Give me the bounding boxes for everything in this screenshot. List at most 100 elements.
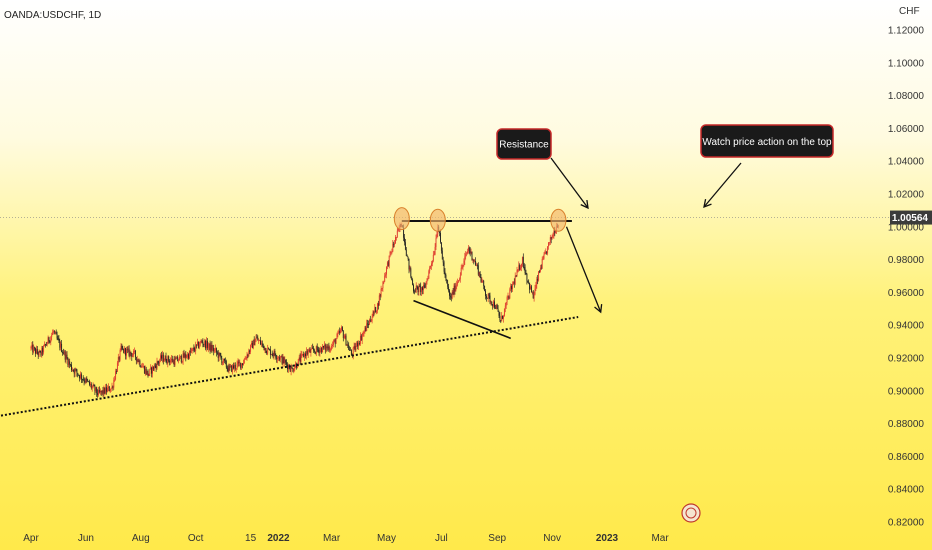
- resistance-arrow-head: [580, 199, 589, 210]
- resistance-arrow: [550, 157, 589, 210]
- candle-body: [381, 288, 383, 289]
- candle-body: [198, 345, 200, 348]
- candle-body: [247, 354, 249, 356]
- candle-body: [484, 285, 486, 291]
- candle-body: [302, 354, 304, 355]
- candle-body: [203, 344, 205, 346]
- candle-body: [481, 281, 483, 283]
- candle-body: [151, 367, 153, 374]
- candle-body: [311, 347, 313, 350]
- candle-body: [120, 345, 122, 351]
- candle-body: [342, 330, 344, 338]
- candle-body: [498, 311, 500, 316]
- candle-body: [77, 372, 79, 375]
- candle-body: [40, 352, 42, 355]
- candle-body: [476, 264, 477, 266]
- candle-body: [50, 337, 52, 342]
- candle-body: [408, 258, 410, 270]
- candle-body: [123, 348, 125, 353]
- candle-body: [452, 291, 454, 295]
- candle-body: [49, 341, 51, 343]
- candle-body: [430, 265, 432, 268]
- candle-body: [436, 234, 438, 239]
- candle-body: [532, 291, 534, 299]
- candle-body: [533, 294, 535, 299]
- candle-body: [459, 275, 461, 280]
- candle-body: [449, 295, 451, 297]
- candle-body: [424, 287, 426, 288]
- candle-body: [321, 347, 323, 353]
- candle-body: [275, 355, 277, 358]
- candle-body: [328, 346, 330, 351]
- candle-body: [296, 366, 298, 368]
- candle-body: [314, 351, 316, 354]
- candle-body: [287, 365, 289, 370]
- projection-arrow: [565, 226, 603, 314]
- candle-body: [489, 295, 491, 303]
- candle-body: [547, 246, 549, 254]
- candle-body: [114, 379, 116, 381]
- candle-body: [187, 354, 189, 358]
- candle-body: [458, 279, 460, 281]
- candle-body: [482, 280, 484, 282]
- candle-body: [112, 386, 114, 388]
- candle-body: [544, 251, 546, 255]
- candle-body: [397, 228, 399, 231]
- candle-body: [122, 348, 124, 350]
- candle-body: [289, 368, 291, 372]
- candle-body: [102, 390, 104, 394]
- candle-body: [45, 344, 47, 346]
- candle-body: [395, 236, 397, 238]
- candle-body: [62, 352, 64, 354]
- candle-body: [69, 361, 71, 365]
- candle-body: [548, 242, 549, 247]
- candle-body: [144, 368, 146, 374]
- x-tick-label: Jun: [78, 533, 94, 544]
- candle-body: [124, 348, 126, 353]
- candle-body: [486, 298, 488, 299]
- candle-body: [465, 253, 467, 257]
- candle-body: [386, 266, 387, 275]
- candle-body: [166, 362, 168, 364]
- candle-body: [86, 378, 88, 381]
- candle-body: [403, 227, 405, 238]
- candle-body: [347, 344, 349, 346]
- candle-body: [317, 349, 319, 351]
- candle-body: [521, 264, 522, 268]
- candle-body: [539, 271, 540, 273]
- candle-body: [117, 357, 119, 363]
- candle-body: [300, 354, 302, 362]
- candle-body: [491, 301, 493, 305]
- candle-body: [152, 366, 153, 374]
- candle-body: [141, 366, 143, 368]
- watch-callout-text: Watch price action on the top: [702, 137, 832, 148]
- candle-body: [279, 356, 281, 360]
- candle-body: [71, 364, 72, 371]
- y-tick-label: 1.04000: [888, 157, 925, 168]
- candle-body: [386, 262, 388, 267]
- candle-body: [327, 346, 329, 349]
- candle-body: [181, 361, 183, 363]
- candle-body: [115, 371, 117, 380]
- candle-body: [341, 327, 343, 331]
- candle-body: [260, 340, 261, 345]
- candle-body: [341, 327, 342, 330]
- candle-body: [377, 303, 379, 306]
- candle-body: [215, 348, 216, 350]
- candle-body: [155, 365, 157, 369]
- watch-arrow-shaft: [703, 162, 742, 208]
- candle-body: [136, 359, 138, 361]
- candle-body: [359, 335, 361, 344]
- candle-body: [67, 358, 69, 365]
- candle-body: [326, 346, 328, 349]
- candle-body: [451, 291, 453, 299]
- candle-body: [338, 331, 340, 334]
- candle-body: [421, 287, 423, 292]
- candle-body: [261, 343, 263, 345]
- candle-body: [160, 355, 162, 361]
- candle-body: [116, 362, 118, 372]
- candle-body: [270, 354, 272, 356]
- candle-body: [528, 282, 530, 284]
- candle-body: [431, 260, 433, 264]
